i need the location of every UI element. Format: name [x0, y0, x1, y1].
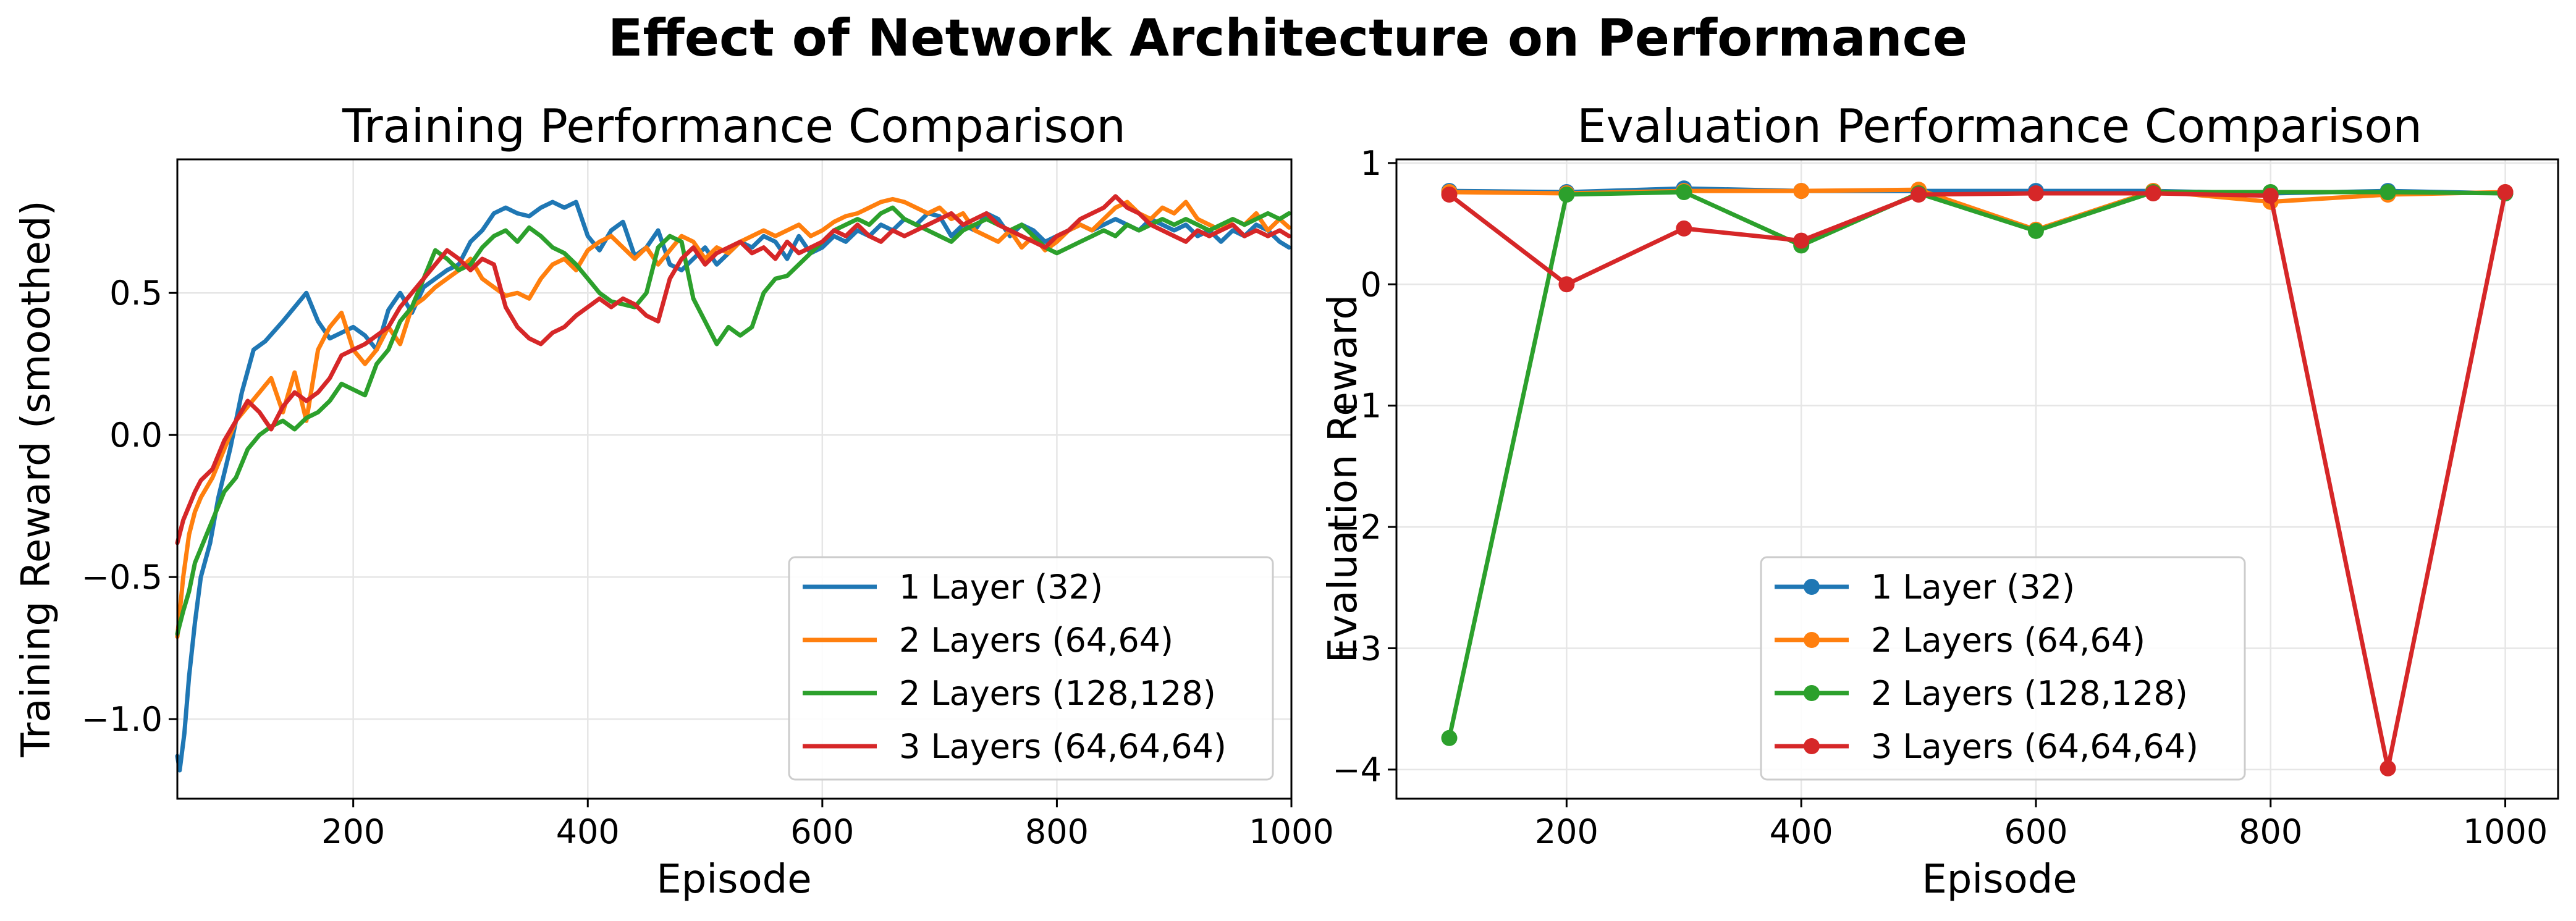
right-y-tick-label: −4: [1332, 751, 1382, 789]
right-x-tick-label: 800: [2239, 812, 2302, 851]
left-series-line-3-layers-64-64-64: [175, 194, 1291, 545]
left-legend-label-2-layers-64-64: 2 Layers (64,64): [899, 621, 1173, 660]
right-y-tick-label: 1: [1361, 144, 1382, 183]
right-data-point-3-layers-64-64-64: [1911, 187, 1927, 203]
left-x-axis-label: Episode: [656, 857, 811, 902]
right-legend-marker-3-layers-64-64-64: [1804, 738, 1820, 754]
left-series-line-1-layer-32: [175, 200, 1291, 773]
right-panel: Evaluation Performance Comparison 200 400…: [1320, 99, 2559, 902]
right-legend-label-2-layers-128-128: 2 Layers (128,128): [1871, 674, 2188, 713]
right-legend-marker-1-layer-32: [1804, 579, 1820, 595]
left-y-tick-label: −1.0: [82, 700, 163, 739]
right-plot-frame: [1395, 158, 2559, 800]
right-y-tick-label: −2: [1332, 508, 1382, 547]
right-legend-label-1-layer-32: 1 Layer (32): [1871, 568, 2075, 607]
left-x-tick-label: 800: [1025, 812, 1089, 851]
right-data-point-2-layers-128-128: [2380, 184, 2396, 200]
right-data-point-3-layers-64-64-64: [1793, 232, 1810, 249]
left-x-tick-label: 1000: [1249, 812, 1333, 851]
right-y-axis-label: Evaluation Reward: [1320, 295, 1366, 663]
left-legend-label-2-layers-128-128: 2 Layers (128,128): [899, 674, 1216, 713]
left-y-tick-label: −0.5: [82, 558, 163, 597]
right-y-tick-label: −1: [1332, 387, 1382, 426]
left-y-tick-label: 0.5: [109, 274, 163, 313]
left-legend-label-1-layer-32: 1 Layer (32): [899, 568, 1103, 607]
left-panel: Training Performance Comparison 200 400 60…: [14, 99, 1334, 902]
right-data-point-3-layers-64-64-64: [2145, 185, 2161, 201]
right-y-tick-label: −3: [1332, 629, 1382, 668]
right-data-point-3-layers-64-64-64: [2027, 185, 2044, 201]
right-x-axis-label: Episode: [1922, 857, 2077, 902]
right-data-point-2-layers-128-128: [1558, 187, 1575, 203]
right-data-point-2-layers-128-128: [2027, 222, 2044, 239]
right-series-line-3-layers-64-64-64: [1447, 190, 2507, 771]
right-data-point-3-layers-64-64-64: [1441, 187, 1458, 203]
left-series-line-2-layers-128-128: [175, 205, 1291, 636]
right-panel-title: Evaluation Performance Comparison: [1577, 99, 2422, 153]
right-x-tick-label: 1000: [2463, 812, 2548, 851]
left-x-tick-label: 200: [321, 812, 385, 851]
left-x-tick-label: 400: [556, 812, 620, 851]
right-series-line-2-layers-128-128: [1447, 190, 2507, 741]
right-legend-marker-2-layers-64-64: [1804, 632, 1820, 648]
right-legend-marker-2-layers-128-128: [1804, 685, 1820, 701]
right-data-point-2-layers-128-128: [1441, 730, 1458, 746]
right-data-point-2-layers-128-128: [1676, 184, 1692, 200]
left-x-tick-label: 600: [790, 812, 854, 851]
right-data-point-2-layers-64-64: [1793, 183, 1810, 200]
right-legend-label-3-layers-64-64-64: 3 Layers (64,64,64): [1871, 727, 2198, 766]
right-data-point-3-layers-64-64-64: [2497, 184, 2514, 200]
left-panel-title: Training Performance Comparison: [342, 99, 1126, 153]
right-x-tick-label: 600: [2004, 812, 2067, 851]
right-legend-label-2-layers-64-64: 2 Layers (64,64): [1871, 621, 2145, 660]
right-data-point-3-layers-64-64-64: [2262, 187, 2279, 204]
left-y-axis-label: Training Reward (smoothed): [14, 200, 59, 757]
right-data-point-3-layers-64-64-64: [2380, 760, 2396, 776]
right-data-point-3-layers-64-64-64: [1558, 276, 1575, 293]
figure-title: Effect of Network Architecture on Perfor…: [608, 8, 1967, 68]
left-legend-label-3-layers-64-64-64: 3 Layers (64,64,64): [899, 727, 1227, 766]
right-y-tick-label: 0: [1361, 265, 1382, 304]
right-x-tick-label: 400: [1770, 812, 1833, 851]
left-y-tick-label: 0.0: [109, 416, 163, 455]
right-data-point-3-layers-64-64-64: [1676, 220, 1692, 237]
right-legend: 1 Layer (32) 2 Layers (64,64) 2 Layers (12…: [1760, 556, 2246, 781]
left-legend: 1 Layer (32) 2 Layers (64,64) 2 Layers (12…: [788, 556, 1274, 781]
left-plot-frame: [176, 158, 1293, 800]
right-x-tick-label: 200: [1535, 812, 1598, 851]
